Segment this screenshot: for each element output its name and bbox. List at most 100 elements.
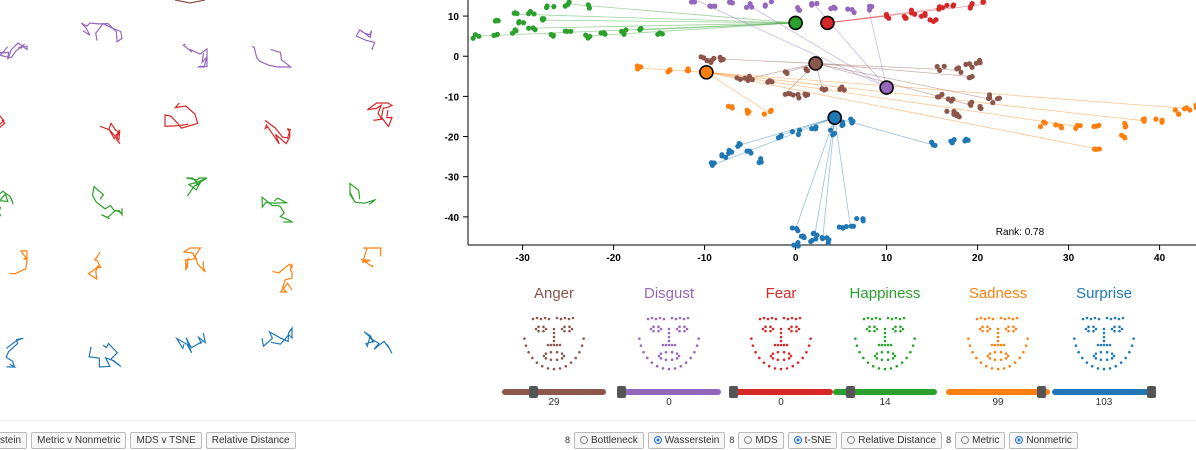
landmark-dot — [883, 343, 887, 347]
trajectory-glyph-disgust[interactable] — [182, 43, 208, 68]
trajectory-glyph-sadness[interactable] — [87, 251, 102, 281]
relative-distance-radio[interactable]: Relative Distance — [841, 431, 943, 449]
emotion-slider[interactable] — [1052, 386, 1156, 398]
landmark-dot — [1092, 325, 1095, 329]
mds-radio[interactable]: MDS — [738, 431, 784, 449]
data-point-anger — [708, 58, 714, 64]
trajectory-glyph-fear[interactable] — [99, 122, 121, 145]
landmark-dot — [779, 367, 783, 371]
landmark-dot — [531, 356, 534, 360]
metric-radio[interactable]: Metric — [955, 431, 1006, 449]
landmark-dot — [1012, 325, 1015, 329]
landmark-dot — [657, 354, 661, 358]
data-point-anger — [967, 74, 973, 81]
trajectory-glyph-sadness[interactable] — [360, 247, 382, 268]
emotion-slider[interactable] — [946, 386, 1050, 398]
trajectory-glyph-surprise[interactable] — [5, 337, 24, 368]
emotion-slider[interactable] — [502, 386, 606, 398]
data-point-happiness — [568, 28, 574, 34]
landmark-dot — [544, 327, 548, 331]
landmark-dot — [873, 329, 876, 333]
trajectory-glyph-happiness[interactable] — [0, 190, 14, 217]
nonmetric-radio[interactable]: Nonmetric — [1009, 431, 1078, 449]
data-point-happiness — [623, 27, 629, 33]
centroid-anger[interactable] — [808, 56, 823, 71]
landmark-dot — [1087, 329, 1090, 333]
landmark-dot — [1119, 361, 1123, 364]
trajectory-glyph-disgust[interactable] — [80, 22, 123, 43]
trajectory-glyph-happiness[interactable] — [186, 177, 208, 197]
slider-thumb[interactable] — [528, 386, 538, 398]
slider-thumb[interactable] — [1037, 386, 1047, 398]
centroid-happiness[interactable] — [788, 15, 803, 31]
x-tick-label: 20 — [972, 253, 984, 264]
data-point-disgust — [762, 2, 768, 8]
landmark-dot — [898, 317, 902, 321]
trajectory-glyph-sadness[interactable] — [272, 263, 293, 293]
trajectory-glyph-happiness[interactable] — [91, 185, 123, 220]
data-point-sadness — [635, 66, 641, 72]
landmark-dot — [552, 331, 556, 335]
emotion-value: 14 — [879, 397, 891, 408]
centroid-disgust[interactable] — [879, 80, 894, 95]
trajectory-link — [706, 71, 1096, 149]
trajectory-glyph-surprise[interactable] — [363, 331, 393, 354]
wasserstein-label: Wasserstein — [664, 434, 720, 446]
trajectory-glyph-sadness[interactable] — [9, 250, 28, 275]
emotion-slider[interactable] — [617, 386, 721, 398]
metric-v-nonmetric-button[interactable]: Metric v Nonmetric — [31, 431, 127, 449]
trajectory-glyph-disgust[interactable] — [355, 28, 376, 50]
relative-distance-button[interactable]: Relative Distance — [205, 431, 296, 449]
wasserstein-button[interactable]: stein — [0, 431, 28, 449]
data-point-surprise — [789, 128, 796, 135]
landmark-dot — [1006, 354, 1010, 358]
data-point-surprise — [843, 223, 849, 230]
landmark-dot — [1108, 343, 1112, 347]
trajectory-glyph-happiness[interactable] — [261, 196, 294, 223]
landmark-dot — [524, 344, 528, 347]
emotion-card-surprise: Surprise 103 — [1052, 285, 1156, 408]
slider-thumb[interactable] — [729, 386, 738, 398]
emotion-label: Disgust — [643, 285, 695, 302]
slider-thumb[interactable] — [617, 386, 626, 398]
landmark-dot — [865, 327, 869, 331]
trajectory-glyph-fear[interactable] — [0, 103, 6, 132]
emotion-slider[interactable] — [729, 386, 833, 398]
data-point-fear — [950, 2, 957, 8]
bottleneck-radio[interactable]: Bottleneck — [574, 431, 644, 449]
trajectory-path — [264, 119, 291, 145]
centroid-sadness[interactable] — [699, 64, 714, 80]
trajectory-glyph-surprise[interactable] — [88, 342, 122, 368]
trajectory-glyph-disgust[interactable] — [0, 42, 28, 60]
trajectory-glyph-surprise[interactable] — [261, 326, 293, 348]
trajectory-glyph-surprise[interactable] — [175, 332, 207, 354]
trajectory-glyph-fear[interactable] — [164, 102, 199, 129]
centroid-surprise[interactable] — [827, 110, 843, 125]
data-point-anger — [720, 56, 726, 62]
emotion-slider[interactable] — [833, 386, 937, 398]
mds-v-tsne-button[interactable]: MDS v TSNE — [130, 431, 202, 449]
landmark-dot — [675, 357, 679, 360]
wasserstein-radio[interactable]: Wasserstein — [647, 431, 726, 449]
data-point-fear — [922, 11, 928, 17]
trajectory-glyph-disgust[interactable] — [251, 45, 293, 68]
landmark-dot — [673, 367, 677, 370]
landmark-dot — [683, 325, 686, 329]
trajectory-path — [174, 0, 206, 4]
trajectory-glyph-fear[interactable] — [264, 119, 291, 145]
centroid-fear[interactable] — [820, 15, 835, 31]
landmark-dot — [544, 352, 548, 355]
data-point-fear — [930, 18, 937, 25]
slider-thumb[interactable] — [846, 386, 856, 398]
tsne-radio[interactable]: t-SNE — [787, 431, 838, 449]
slider-thumb[interactable] — [1147, 386, 1156, 398]
trajectory-glyph-fear[interactable] — [367, 102, 394, 128]
trajectory-glyph-happiness[interactable] — [349, 182, 377, 205]
trajectory-link — [749, 5, 887, 88]
landmark-dot — [886, 343, 890, 347]
landmark-dot — [883, 367, 887, 371]
trajectory-glyph-sadness[interactable] — [182, 247, 206, 273]
landmark-dot — [862, 317, 866, 321]
landmark-dot — [1099, 358, 1103, 362]
landmark-dot — [657, 325, 660, 329]
